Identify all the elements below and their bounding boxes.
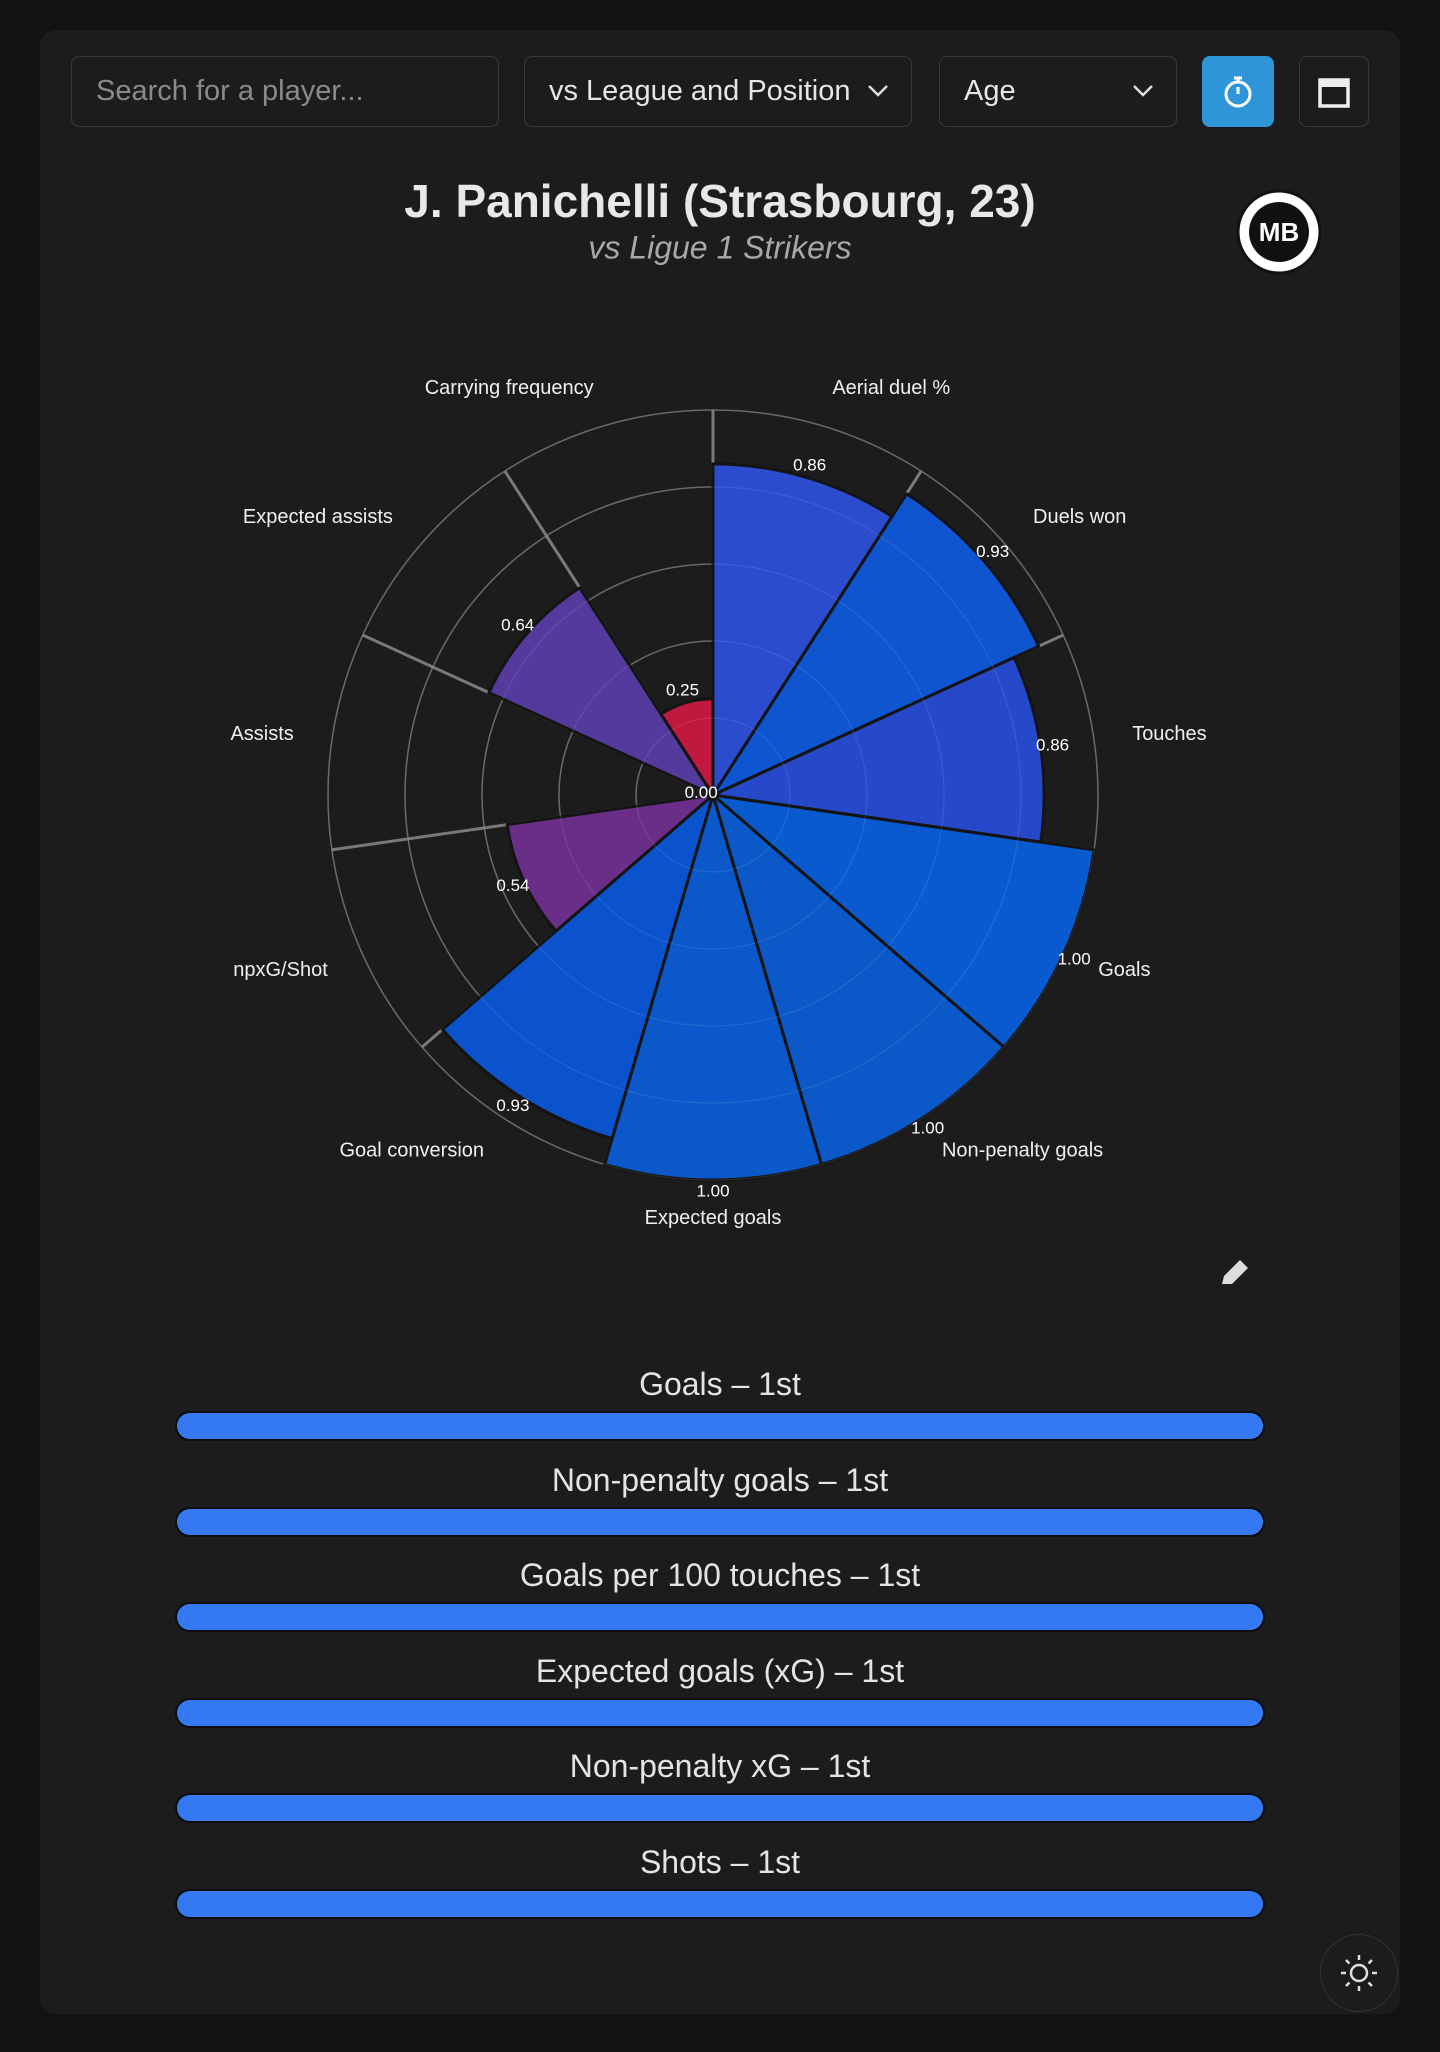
sector <box>603 793 823 1182</box>
rank-item: Non-penalty xG – 1st <box>175 1746 1265 1823</box>
edit-icon[interactable] <box>1222 1260 1248 1284</box>
chart-title: J. Panichelli (Strasbourg, 23) <box>404 175 1035 227</box>
rank-bar <box>175 1506 1265 1537</box>
theme-toggle[interactable] <box>1320 1934 1398 2012</box>
category-label: Carrying frequency <box>425 377 594 399</box>
grid-circle-overlay <box>481 563 945 1027</box>
timer-button[interactable] <box>1202 56 1274 127</box>
category-label: Expected assists <box>243 506 393 528</box>
calendar-button[interactable] <box>1299 56 1369 127</box>
sector <box>711 793 1096 1049</box>
rank-item: Goals – 1st <box>175 1364 1265 1441</box>
search-input[interactable]: Search for a player... <box>71 56 499 127</box>
value-label: 0.54 <box>496 876 529 895</box>
sector <box>711 462 894 797</box>
rank-label: Goals – 1st <box>639 1366 801 1402</box>
category-label: Goals <box>1098 959 1150 981</box>
age-select[interactable]: Age <box>939 56 1177 127</box>
grid-circle-overlay <box>558 640 868 950</box>
grid-circle-overlay <box>404 486 1022 1104</box>
category-label: Duels won <box>1033 506 1126 528</box>
grid-circle-overlay <box>635 717 791 873</box>
rank-label: Expected goals (xG) – 1st <box>535 1652 905 1689</box>
rank-bar <box>175 1602 1265 1632</box>
rank-bar <box>175 1411 1265 1441</box>
rank-bar <box>175 1793 1265 1823</box>
value-label: 0.64 <box>501 615 534 634</box>
value-label: 0.25 <box>666 681 699 700</box>
rank-label: Goals per 100 touches – 1st <box>519 1557 921 1593</box>
chevron <box>868 85 888 97</box>
calendar-icon <box>1318 77 1350 108</box>
chart-subtitle: vs Ligue 1 Strikers <box>588 229 851 265</box>
chevron <box>1133 85 1153 97</box>
logo-text: MB <box>1259 217 1299 247</box>
sector <box>711 793 1006 1166</box>
comparison-select-text: vs League and Position <box>549 75 851 107</box>
age-select-text: Age <box>964 75 1016 107</box>
sector <box>505 793 715 933</box>
sector <box>659 697 715 797</box>
rank-item: Expected goals (xG) – 1st <box>175 1651 1265 1728</box>
sector <box>487 586 715 797</box>
rank-bar <box>175 1697 1265 1728</box>
category-label: Goal conversion <box>340 1140 485 1162</box>
sun-icon <box>1341 1955 1377 1991</box>
rank-label: Non-penalty goals – 1st <box>551 1461 889 1498</box>
value-label: 0.86 <box>1036 736 1069 755</box>
sector <box>711 655 1046 844</box>
category-label: Aerial duel % <box>832 377 950 399</box>
category-label: Touches <box>1132 723 1207 745</box>
category-label: Non-penalty goals <box>942 1140 1103 1162</box>
timer-icon <box>1224 76 1252 107</box>
comparison-select[interactable]: vs League and Position <box>524 56 912 127</box>
sector <box>440 793 715 1141</box>
logo: MB <box>1236 189 1322 275</box>
rank-item: Shots – 1st <box>175 1842 1265 1919</box>
rank-label: Non-penalty xG – 1st <box>569 1748 871 1784</box>
sector <box>711 492 1041 797</box>
value-label: 0.93 <box>496 1096 529 1115</box>
value-label: 0.00 <box>685 783 718 802</box>
rank-bar <box>175 1888 1265 1919</box>
category-label: Expected goals <box>645 1207 782 1229</box>
value-label: 1.00 <box>911 1118 944 1137</box>
rank-item: Non-penalty goals – 1st <box>175 1460 1265 1537</box>
polar-chart: J. Panichelli (Strasbourg, 23) vs Ligue … <box>230 175 1322 1284</box>
value-label: 0.86 <box>793 455 826 474</box>
category-label: Assists <box>230 723 293 745</box>
rank-label: Shots – 1st <box>639 1843 801 1880</box>
value-label: 1.00 <box>696 1181 729 1200</box>
grid-circle-overlay <box>327 409 1099 1181</box>
value-label: 0.93 <box>976 542 1009 561</box>
category-label: npxG/Shot <box>233 959 328 981</box>
value-label: 1.00 <box>1058 949 1091 968</box>
rank-item: Goals per 100 touches – 1st <box>175 1555 1265 1632</box>
